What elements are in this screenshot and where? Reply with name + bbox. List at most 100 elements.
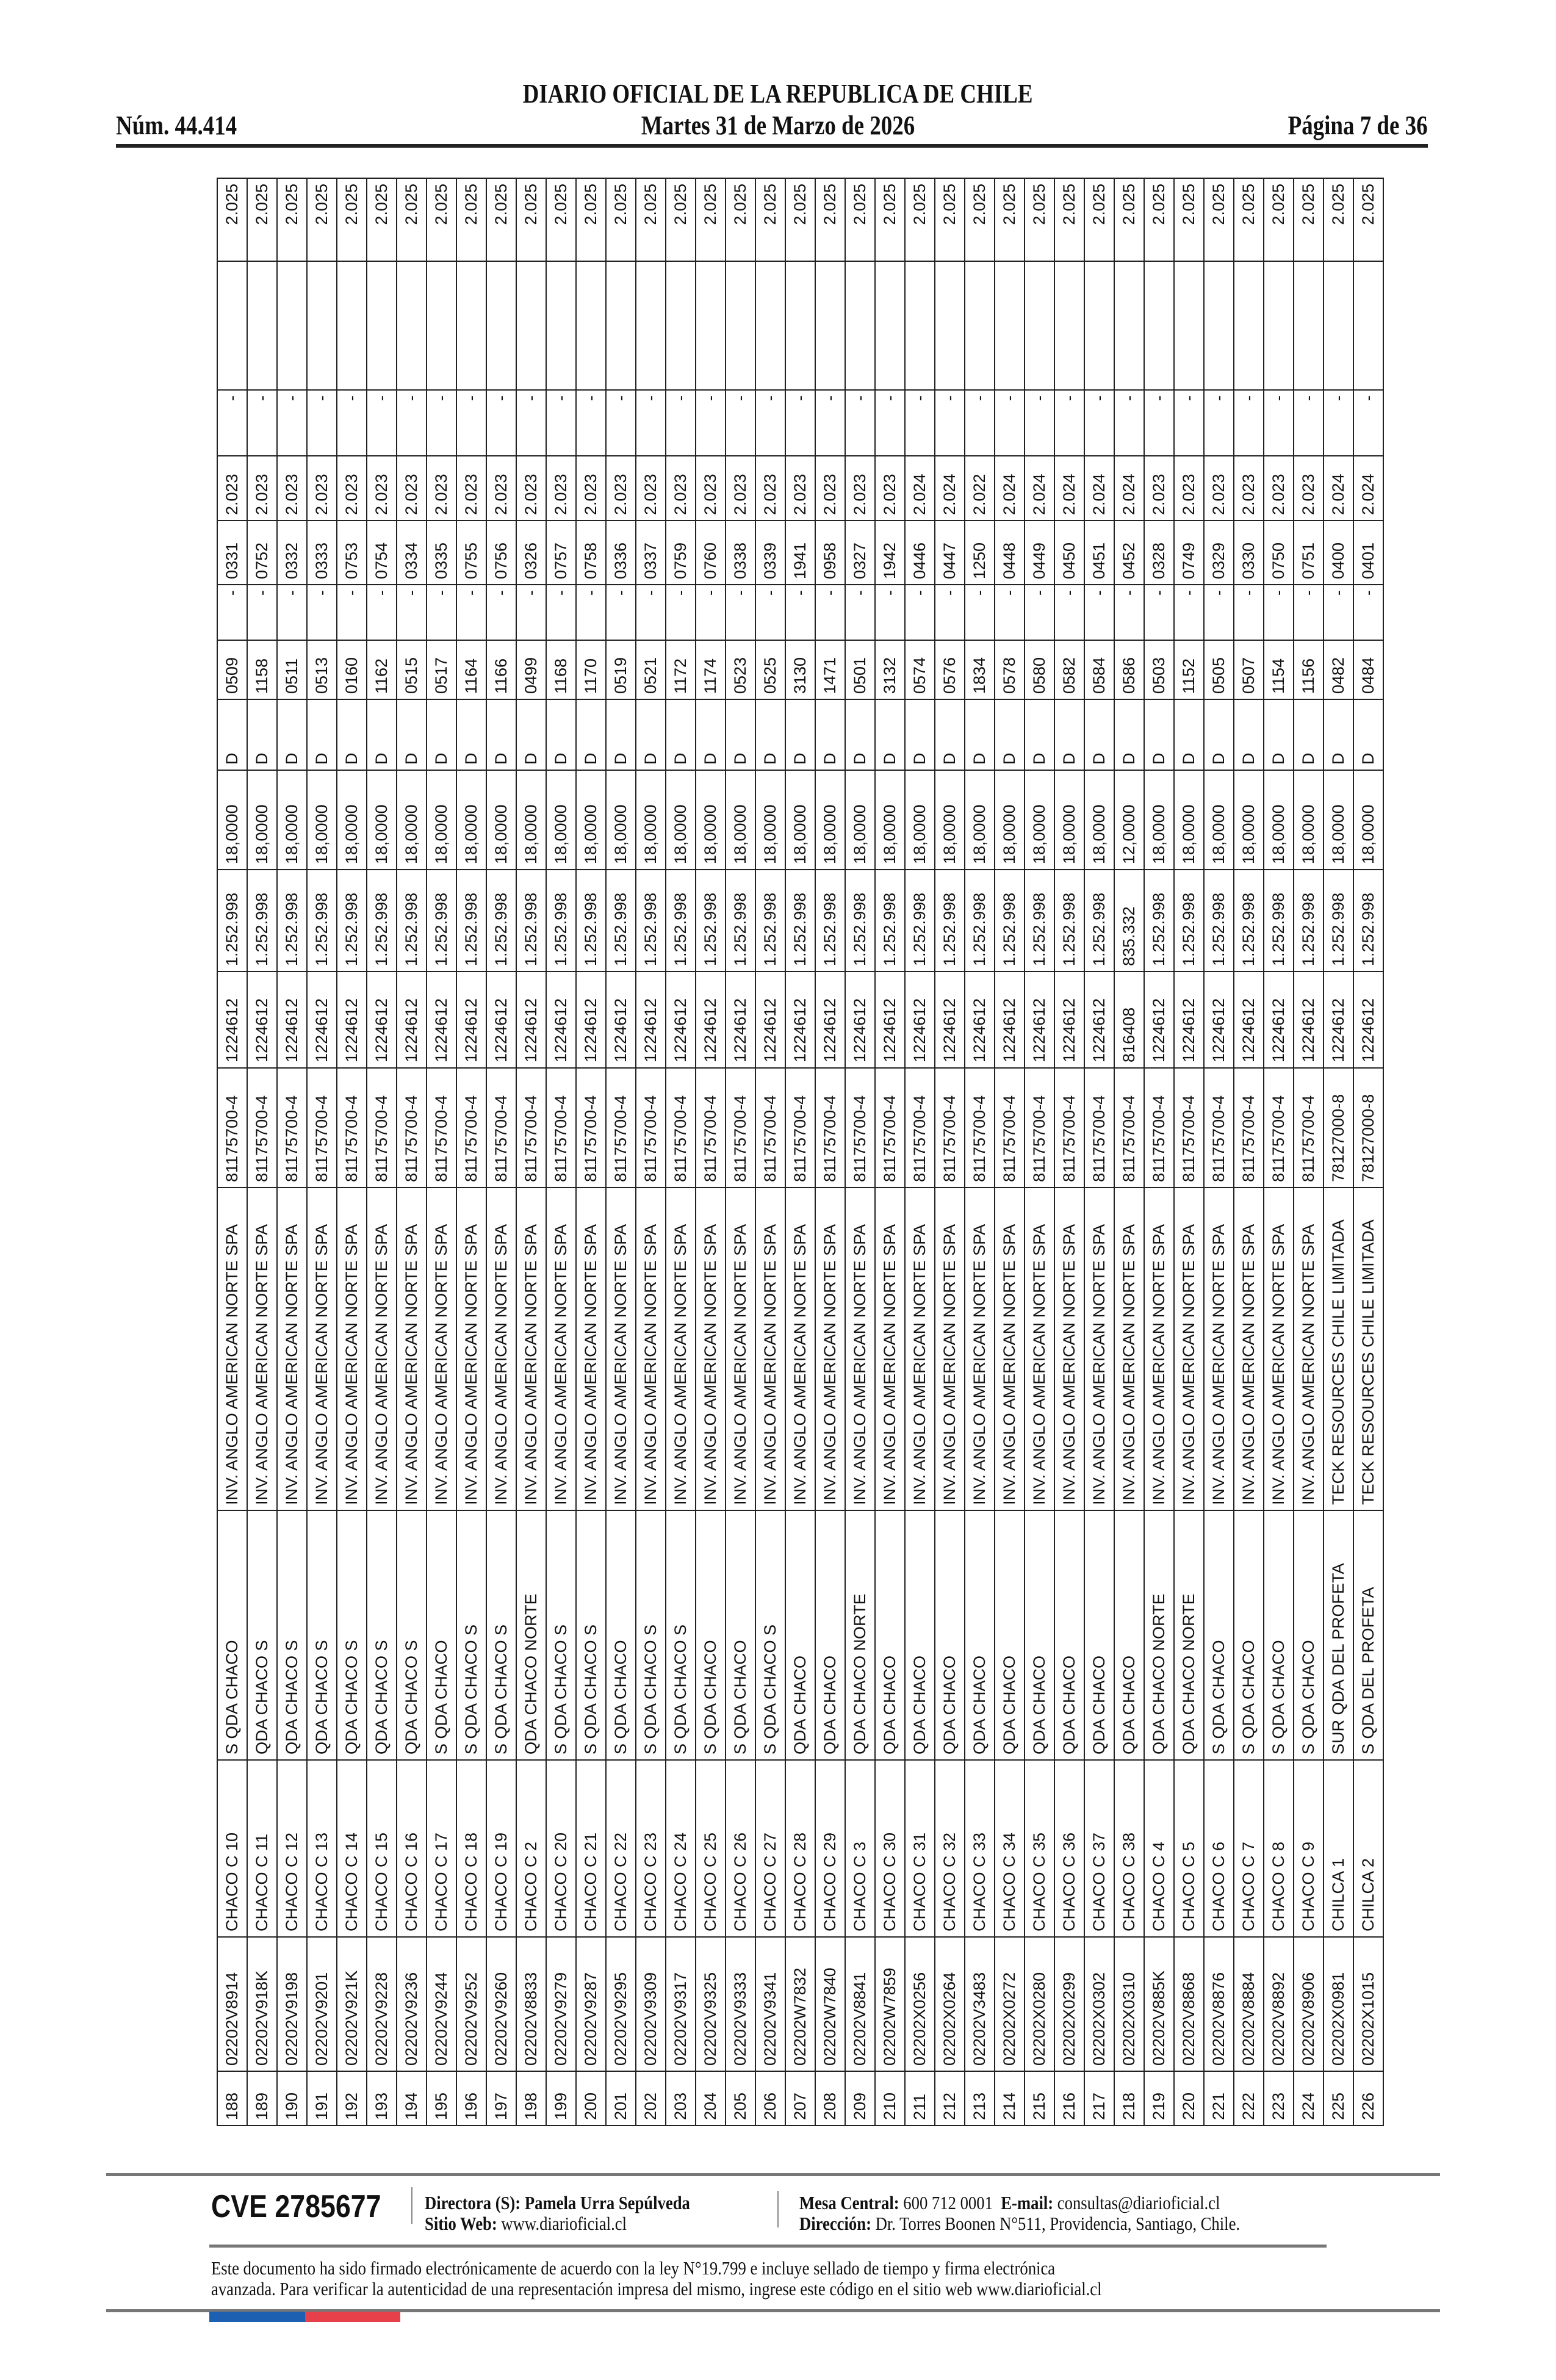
hectares-cell: 18,0000	[337, 770, 367, 870]
table-row: 196 02202V9252 CHACO C 18 S QDA CHACO S INV.…	[456, 178, 486, 2126]
owner-rut-cell: 81175700-4	[905, 1068, 935, 1188]
area-value-cell: 1.252.998	[636, 870, 666, 972]
sector-cell: S QDA CHACO	[1234, 1510, 1264, 1760]
year-2025-cell: 2.025	[516, 178, 546, 261]
concession-name-cell: CHACO C 4	[1144, 1760, 1174, 1937]
register-number-cell: 1224612	[456, 972, 486, 1068]
type-code-cell: D	[1054, 699, 1084, 770]
year-cell: 2.023	[546, 456, 576, 521]
separator-dash-cell: -	[307, 585, 337, 640]
row-number-cell: 188	[217, 2071, 247, 2126]
area-value-cell: 1.252.998	[1084, 870, 1114, 972]
separator-dash-cell: -	[935, 585, 965, 640]
table-row: 203 02202V9317 CHACO C 24 S QDA CHACO S INV.…	[666, 178, 696, 2126]
sector-cell: QDA CHACO	[1054, 1510, 1084, 1760]
address-line: Dirección: Dr. Torres Boonen N°511, Prov…	[799, 2213, 1241, 2234]
sector-cell: QDA CHACO	[995, 1510, 1025, 1760]
row-number-cell: 189	[247, 2071, 277, 2126]
concession-code-cell: 02202X0280	[1025, 1937, 1054, 2071]
register-number-cell: 1224612	[217, 972, 247, 1068]
area-value-cell: 1.252.998	[845, 870, 875, 972]
concession-code-cell: 02202V9252	[456, 1937, 486, 2071]
register-number-cell: 1224612	[397, 972, 427, 1068]
register-number-cell: 1224612	[1264, 972, 1294, 1068]
footer-divider	[209, 2245, 1327, 2248]
owner-cell: INV. ANGLO AMERICAN NORTE SPA	[367, 1188, 397, 1510]
hectares-cell: 18,0000	[1353, 770, 1383, 870]
empty-cell-cell	[367, 261, 397, 390]
year-2025-cell: 2.025	[546, 178, 576, 261]
concession-code-cell: 02202W7859	[875, 1937, 905, 2071]
row-number-cell: 200	[576, 2071, 606, 2126]
empty-cell-cell	[1144, 261, 1174, 390]
area-value-cell: 1.252.998	[815, 870, 845, 972]
year-2025-cell: 2.025	[666, 178, 696, 261]
concession-name-cell: CHACO C 19	[486, 1760, 516, 1937]
owner-cell: INV. ANGLO AMERICAN NORTE SPA	[905, 1188, 935, 1510]
type-code-cell: D	[1174, 699, 1204, 770]
owner-cell: INV. ANGLO AMERICAN NORTE SPA	[217, 1188, 247, 1510]
email-link[interactable]: consultas@diarioficial.cl	[1057, 2192, 1220, 2213]
concession-code-cell: 02202X0256	[905, 1937, 935, 2071]
owner-rut-cell: 81175700-4	[546, 1068, 576, 1188]
row-number-cell: 211	[905, 2071, 935, 2126]
row-number-cell: 194	[397, 2071, 427, 2126]
area-value-cell: 1.252.998	[726, 870, 755, 972]
concession-code-cell: 02202V918K	[247, 1937, 277, 2071]
separator-dash-cell: -	[905, 390, 935, 456]
year-cell: 2.024	[1025, 456, 1054, 521]
concession-code-cell: 02202X0310	[1114, 1937, 1144, 2071]
table-row: 219 02202V885K CHACO C 4 QDA CHACO NORTE INV…	[1144, 178, 1174, 2126]
owner-rut-cell: 81175700-4	[1084, 1068, 1114, 1188]
type-code-cell: D	[726, 699, 755, 770]
type-code-cell: D	[1114, 699, 1144, 770]
year-2025-cell: 2.025	[307, 178, 337, 261]
area-value-cell: 1.252.998	[1144, 870, 1174, 972]
hectares-cell: 18,0000	[696, 770, 726, 870]
empty-cell-cell	[546, 261, 576, 390]
area-value-cell: 1.252.998	[1054, 870, 1084, 972]
owner-cell: INV. ANGLO AMERICAN NORTE SPA	[1174, 1188, 1204, 1510]
owner-cell: INV. ANGLO AMERICAN NORTE SPA	[546, 1188, 576, 1510]
sector-cell: QDA CHACO	[1025, 1510, 1054, 1760]
area-value-cell: 1.252.998	[1204, 870, 1234, 972]
row-number-cell: 198	[516, 2071, 546, 2126]
register-number-cell: 1224612	[1025, 972, 1054, 1068]
row-number-cell: 204	[696, 2071, 726, 2126]
area-value-cell: 1.252.998	[935, 870, 965, 972]
concession-code-cell: 02202X0299	[1054, 1937, 1084, 2071]
separator-dash-cell: -	[815, 390, 845, 456]
register-number-cell: 1224612	[1144, 972, 1174, 1068]
empty-cell-cell	[875, 261, 905, 390]
empty-cell-cell	[337, 261, 367, 390]
hectares-cell: 18,0000	[1264, 770, 1294, 870]
separator-dash-cell: -	[277, 585, 307, 640]
area-value-cell: 1.252.998	[905, 870, 935, 972]
area-value-cell: 835.332	[1114, 870, 1144, 972]
concession-code-cell: 02202V8833	[516, 1937, 546, 2071]
table-row: 218 02202X0310 CHACO C 38 QDA CHACO INV. ANG…	[1114, 178, 1144, 2126]
year-cell: 2.024	[1114, 456, 1144, 521]
type-code-cell: D	[1324, 699, 1353, 770]
separator-dash-cell: -	[217, 390, 247, 456]
sector-cell: QDA CHACO NORTE	[845, 1510, 875, 1760]
owner-cell: INV. ANGLO AMERICAN NORTE SPA	[666, 1188, 696, 1510]
table-row: 189 02202V918K CHACO C 11 QDA CHACO S INV. A…	[247, 178, 277, 2126]
owner-cell: INV. ANGLO AMERICAN NORTE SPA	[935, 1188, 965, 1510]
separator-dash-cell: -	[1025, 390, 1054, 456]
row-number-cell: 196	[456, 2071, 486, 2126]
table-row: 210 02202W7859 CHACO C 30 QDA CHACO INV. ANG…	[875, 178, 905, 2126]
hectares-cell: 18,0000	[456, 770, 486, 870]
row-number-cell: 216	[1054, 2071, 1084, 2126]
contact-line: Mesa Central: 600 712 0001 E-mail: consu…	[799, 2192, 1220, 2213]
area-value-cell: 1.252.998	[785, 870, 815, 972]
separator-dash-cell: -	[1294, 585, 1324, 640]
hectares-cell: 18,0000	[217, 770, 247, 870]
website-link[interactable]: www.diarioficial.cl	[501, 2213, 627, 2234]
hectares-cell: 18,0000	[606, 770, 636, 870]
register-number-cell: 816408	[1114, 972, 1144, 1068]
concession-code-cell: 02202V3483	[965, 1937, 995, 2071]
owner-cell: INV. ANGLO AMERICAN NORTE SPA	[965, 1188, 995, 1510]
